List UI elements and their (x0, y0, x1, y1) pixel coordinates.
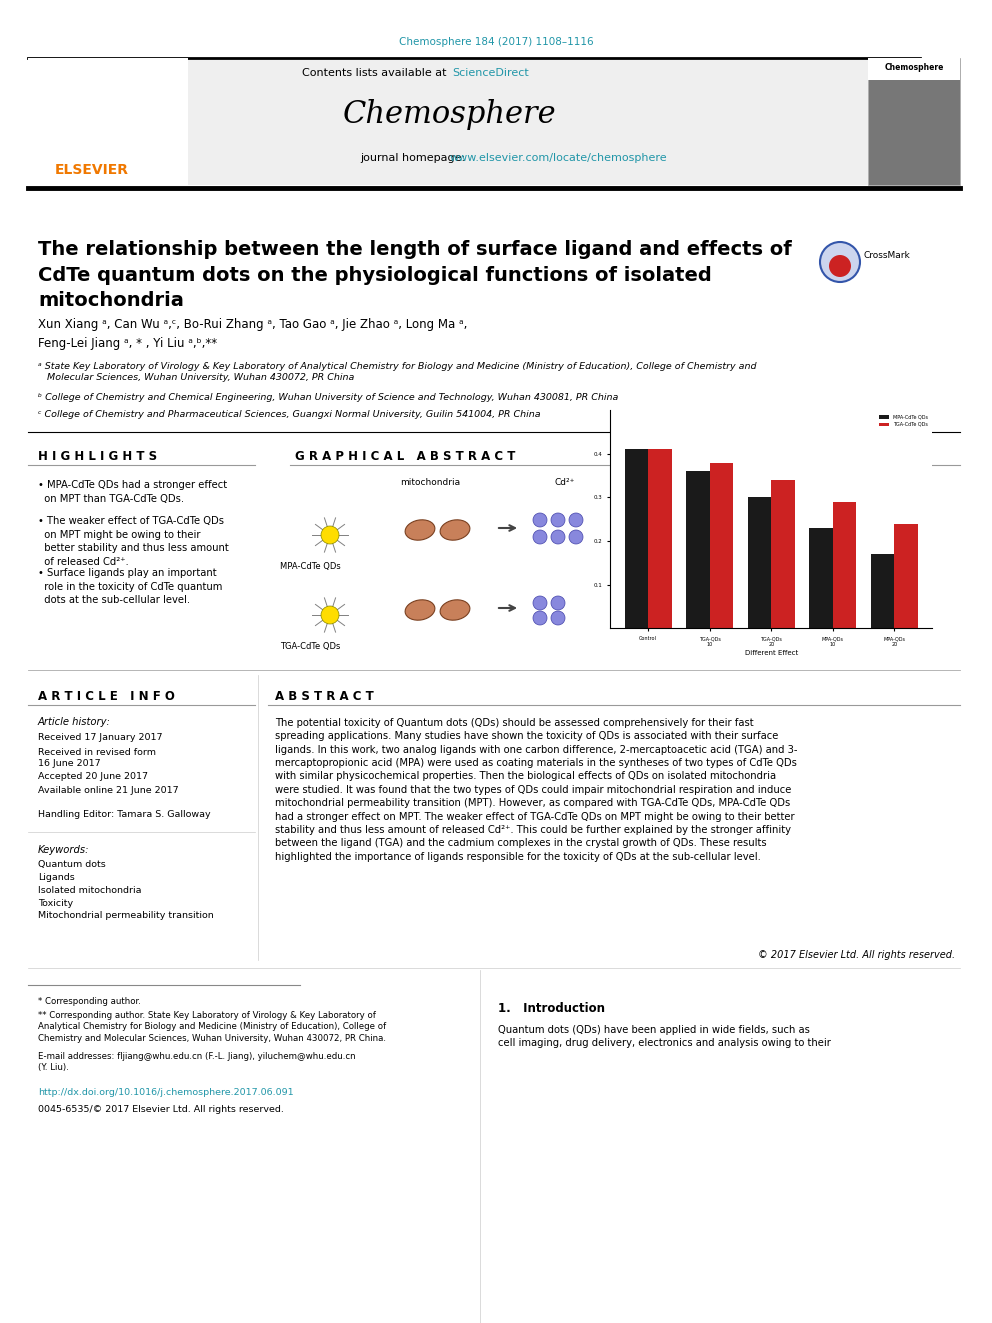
Text: Article history:: Article history: (38, 717, 111, 728)
Text: ELSEVIER: ELSEVIER (55, 163, 129, 177)
Circle shape (533, 513, 547, 527)
Circle shape (321, 606, 339, 624)
Text: journal homepage:: journal homepage: (360, 153, 468, 163)
Text: Contents lists available at: Contents lists available at (302, 67, 450, 78)
Text: Xun Xiang ᵃ, Can Wu ᵃ,ᶜ, Bo-Rui Zhang ᵃ, Tao Gao ᵃ, Jie Zhao ᵃ, Long Ma ᵃ,: Xun Xiang ᵃ, Can Wu ᵃ,ᶜ, Bo-Rui Zhang ᵃ,… (38, 318, 467, 331)
Text: • MPA-CdTe QDs had a stronger effect
  on MPT than TGA-CdTe QDs.: • MPA-CdTe QDs had a stronger effect on … (38, 480, 227, 504)
Bar (809, 528, 833, 628)
Bar (748, 497, 772, 628)
Legend: MPA-CdTe QDs, TGA-CdTe QDs: MPA-CdTe QDs, TGA-CdTe QDs (878, 413, 930, 429)
Text: Chemosphere: Chemosphere (343, 99, 557, 131)
Text: Received in revised form
16 June 2017: Received in revised form 16 June 2017 (38, 747, 156, 769)
Bar (625, 450, 648, 628)
Text: Keywords:: Keywords: (38, 845, 89, 855)
Circle shape (533, 595, 547, 610)
Text: Chemosphere 184 (2017) 1108–1116: Chemosphere 184 (2017) 1108–1116 (399, 37, 593, 48)
Circle shape (820, 242, 860, 282)
Circle shape (551, 611, 565, 624)
Text: The relationship between the length of surface ligand and effects of
CdTe quantu: The relationship between the length of s… (38, 239, 792, 311)
Text: H I G H L I G H T S: H I G H L I G H T S (38, 450, 157, 463)
Text: Chemosphere: Chemosphere (884, 64, 943, 73)
Bar (868, 58, 960, 185)
Bar (28, 58, 188, 185)
Circle shape (569, 531, 583, 544)
Circle shape (533, 611, 547, 624)
Bar (709, 463, 733, 628)
Text: ᵃ State Key Laboratory of Virology & Key Laboratory of Analytical Chemistry for : ᵃ State Key Laboratory of Virology & Key… (38, 363, 757, 382)
Ellipse shape (405, 520, 434, 540)
Text: CrossMark: CrossMark (863, 250, 910, 259)
Bar (895, 524, 918, 628)
Text: Quantum dots
Ligands
Isolated mitochondria
Toxicity
Mitochondrial permeability t: Quantum dots Ligands Isolated mitochondr… (38, 860, 213, 921)
Ellipse shape (405, 599, 434, 620)
Text: Available online 21 June 2017: Available online 21 June 2017 (38, 786, 179, 795)
Circle shape (829, 255, 851, 277)
Text: Accepted 20 June 2017: Accepted 20 June 2017 (38, 773, 148, 781)
Circle shape (551, 513, 565, 527)
Bar (686, 471, 709, 628)
Circle shape (551, 531, 565, 544)
Text: ᵇ College of Chemistry and Chemical Engineering, Wuhan University of Science and: ᵇ College of Chemistry and Chemical Engi… (38, 393, 618, 402)
Text: • The weaker effect of TGA-CdTe QDs
  on MPT might be owing to their
  better st: • The weaker effect of TGA-CdTe QDs on M… (38, 516, 229, 566)
Bar (871, 554, 895, 628)
Bar (648, 450, 672, 628)
Text: © 2017 Elsevier Ltd. All rights reserved.: © 2017 Elsevier Ltd. All rights reserved… (758, 950, 955, 960)
Ellipse shape (440, 599, 470, 620)
Text: Cd²⁺: Cd²⁺ (555, 478, 575, 487)
Circle shape (551, 595, 565, 610)
Text: A R T I C L E   I N F O: A R T I C L E I N F O (38, 691, 175, 703)
Text: www.elsevier.com/locate/chemosphere: www.elsevier.com/locate/chemosphere (450, 153, 668, 163)
Text: G R A P H I C A L   A B S T R A C T: G R A P H I C A L A B S T R A C T (295, 450, 516, 463)
Text: ScienceDirect: ScienceDirect (452, 67, 529, 78)
X-axis label: Different Effect: Different Effect (745, 650, 798, 656)
Text: E-mail addresses: fljiang@whu.edu.cn (F.-L. Jiang), yiluchem@whu.edu.cn
(Y. Liu): E-mail addresses: fljiang@whu.edu.cn (F.… (38, 1052, 355, 1073)
Text: Handling Editor: Tamara S. Galloway: Handling Editor: Tamara S. Galloway (38, 810, 210, 819)
Text: http://dx.doi.org/10.1016/j.chemosphere.2017.06.091: http://dx.doi.org/10.1016/j.chemosphere.… (38, 1088, 294, 1097)
Text: * Corresponding author.: * Corresponding author. (38, 998, 141, 1005)
Text: 0045-6535/© 2017 Elsevier Ltd. All rights reserved.: 0045-6535/© 2017 Elsevier Ltd. All right… (38, 1105, 284, 1114)
Text: ** Corresponding author. State Key Laboratory of Virology & Key Laboratory of
An: ** Corresponding author. State Key Labor… (38, 1011, 386, 1043)
Text: Feng-Lei Jiang ᵃ, * , Yi Liu ᵃ,ᵇ,**: Feng-Lei Jiang ᵃ, * , Yi Liu ᵃ,ᵇ,** (38, 337, 217, 351)
Text: 1.   Introduction: 1. Introduction (498, 1002, 605, 1015)
Text: • Surface ligands play an important
  role in the toxicity of CdTe quantum
  dot: • Surface ligands play an important role… (38, 568, 222, 605)
Text: Quantum dots (QDs) have been applied in wide fields, such as
cell imaging, drug : Quantum dots (QDs) have been applied in … (498, 1025, 831, 1048)
Text: mitochondria: mitochondria (400, 478, 460, 487)
Ellipse shape (440, 520, 470, 540)
Text: ᶜ College of Chemistry and Pharmaceutical Sciences, Guangxi Normal University, G: ᶜ College of Chemistry and Pharmaceutica… (38, 410, 541, 419)
Text: MPA-CdTe QDs: MPA-CdTe QDs (280, 562, 340, 572)
Text: The potential toxicity of Quantum dots (QDs) should be assessed comprehensively : The potential toxicity of Quantum dots (… (275, 718, 798, 861)
Bar (28, 58, 868, 185)
Text: TGA-CdTe QDs: TGA-CdTe QDs (280, 642, 340, 651)
Circle shape (321, 527, 339, 544)
Circle shape (569, 513, 583, 527)
Bar (833, 501, 856, 628)
Bar (772, 480, 795, 628)
Circle shape (533, 531, 547, 544)
Text: Received 17 January 2017: Received 17 January 2017 (38, 733, 163, 742)
Text: A B S T R A C T: A B S T R A C T (275, 691, 374, 703)
Bar (868, 58, 960, 79)
